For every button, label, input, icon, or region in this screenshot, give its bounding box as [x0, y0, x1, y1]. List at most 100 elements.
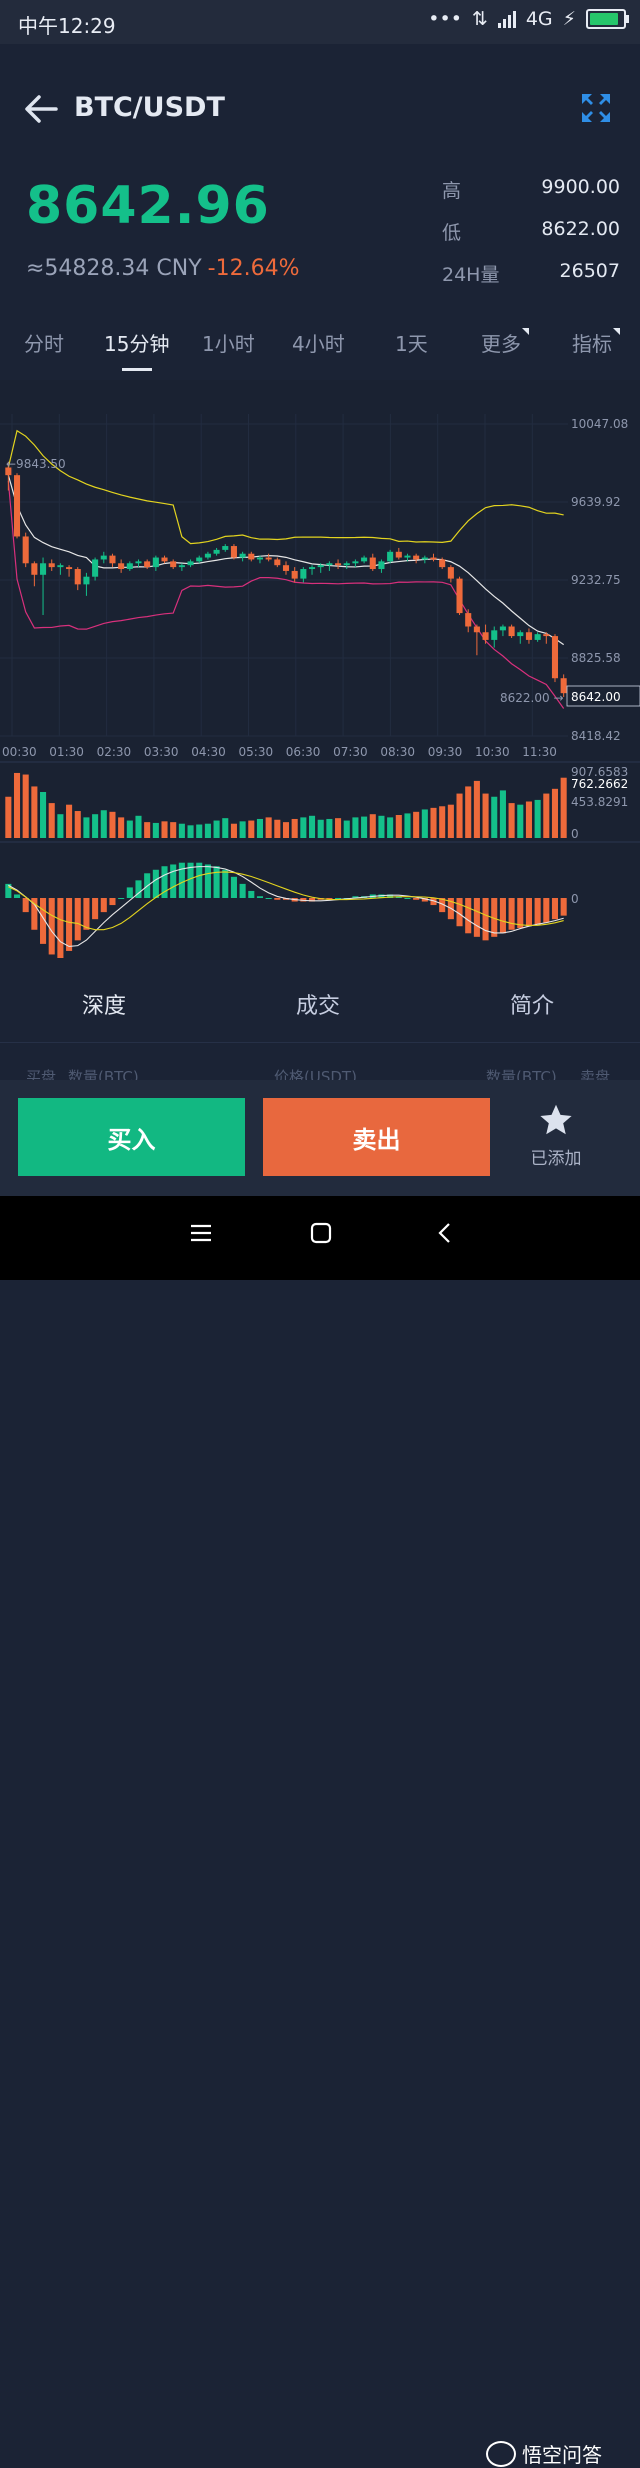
volume-bar	[482, 793, 489, 838]
volume-bar	[256, 818, 264, 838]
candle-body	[387, 551, 394, 562]
macd-bar	[83, 898, 90, 930]
tab-15min[interactable]: 15分钟	[104, 332, 170, 356]
volume-bar	[387, 817, 394, 838]
candle-body	[335, 563, 342, 566]
segment-trades[interactable]: 成交	[296, 994, 341, 1019]
dropdown-corner-icon	[613, 328, 620, 335]
tab-timeshare[interactable]: 分时	[24, 332, 64, 356]
volume-bar	[291, 818, 298, 838]
volume-bar	[352, 817, 359, 838]
macd-bar	[300, 898, 307, 902]
candle-body	[170, 561, 177, 568]
macd-dea-line	[8, 871, 564, 931]
ticker-stats: 高 9900.00 低 8622.00 24H量 26507	[442, 176, 620, 302]
change-percent: -12.64%	[207, 256, 300, 281]
price-axis-label: 9232.75	[571, 573, 621, 587]
volume-bar	[265, 817, 272, 838]
buy-button[interactable]: 买入	[18, 1098, 245, 1176]
candle-body	[308, 567, 316, 570]
segment-depth[interactable]: 深度	[82, 994, 127, 1019]
active-tab-indicator	[122, 368, 152, 371]
time-axis-label: 08:30	[380, 745, 415, 759]
macd-bar	[265, 898, 272, 899]
interval-tabs: 分时 15分钟 1小时 4小时 1天 更多 指标	[0, 314, 640, 376]
stat-label: 高	[442, 180, 462, 202]
volume-bar	[66, 804, 73, 838]
volume-bar	[48, 803, 55, 838]
time-axis-label: 06:30	[286, 745, 321, 759]
macd-bar	[248, 890, 255, 898]
stat-label: 低	[442, 222, 462, 244]
macd-bar	[387, 894, 394, 898]
macd-bar	[551, 898, 559, 920]
volume-bar	[239, 821, 246, 838]
battery-icon	[586, 9, 629, 29]
volume-bar	[31, 786, 38, 838]
volume-bar	[361, 816, 368, 838]
stat-value: 8622.00	[541, 218, 620, 240]
macd-bar	[204, 864, 211, 898]
volume-bar	[178, 823, 185, 838]
volume-bar	[187, 825, 194, 838]
price-cny: ≈54828.34 CNY -12.64%	[26, 256, 299, 281]
volume-bar	[196, 824, 203, 838]
volume-bar	[317, 819, 324, 838]
time-axis-label: 05:30	[239, 745, 274, 759]
back-arrow-icon[interactable]	[24, 94, 58, 124]
price-axis-label: 8825.58	[571, 651, 621, 665]
macd-bar	[256, 896, 264, 898]
macd-bar	[161, 866, 168, 898]
volume-bar	[144, 822, 151, 838]
candle-body	[22, 536, 29, 564]
tab-1hour[interactable]: 1小时	[202, 332, 255, 356]
candle-body	[126, 563, 133, 570]
volume-bar	[499, 790, 506, 838]
fullscreen-icon[interactable]	[580, 92, 612, 124]
star-icon	[540, 1104, 572, 1135]
macd-bar	[170, 864, 177, 898]
macd-bar	[456, 898, 463, 927]
macd-bar	[22, 898, 29, 913]
candle-body	[491, 630, 498, 640]
status-bar: 中午12:29 ••• ⇅ 4G ⚡	[0, 0, 640, 44]
time-axis-label: 03:30	[144, 745, 179, 759]
volume-bar	[118, 817, 125, 838]
menu-icon[interactable]	[190, 1222, 212, 1244]
candle-body	[326, 563, 333, 566]
volume-bar	[447, 804, 454, 838]
tab-more[interactable]: 更多	[481, 328, 529, 357]
candle-body	[534, 634, 541, 640]
nav-back-icon[interactable]	[434, 1222, 456, 1244]
lower-band-line	[7, 480, 565, 709]
candle-body	[5, 467, 12, 476]
kline-chart[interactable]: 10047.08 9639.92 9232.75 8825.58 8418.42 00:3…	[0, 380, 640, 960]
segment-intro[interactable]: 简介	[510, 994, 555, 1019]
macd-bar	[178, 862, 185, 898]
volume-bar	[204, 823, 211, 838]
volume-bar	[5, 796, 12, 838]
sell-button[interactable]: 卖出	[263, 1098, 490, 1176]
macd-bar	[126, 887, 133, 898]
favorite-button[interactable]: 已添加	[520, 1098, 592, 1178]
macd-bar	[74, 898, 81, 941]
candle-body	[239, 553, 246, 558]
volume-bar	[335, 818, 342, 838]
volume-bar	[126, 820, 133, 838]
tab-1day[interactable]: 1天	[395, 332, 428, 356]
candle-body	[300, 569, 307, 579]
time-axis-label: 11:30	[522, 745, 557, 759]
candle-body	[361, 557, 368, 562]
home-icon[interactable]	[310, 1222, 332, 1244]
macd-bar	[404, 898, 411, 899]
volume-bar	[560, 777, 567, 838]
macd-bar	[560, 898, 567, 916]
macd-bar	[378, 894, 385, 898]
volume-axis-label: 453.8291	[571, 795, 628, 809]
macd-bar	[100, 898, 107, 913]
stat-label: 24H量	[442, 264, 500, 286]
tab-4hour[interactable]: 4小时	[292, 332, 345, 356]
candle-body	[100, 555, 107, 560]
tab-indicators[interactable]: 指标	[572, 328, 620, 357]
candle-body	[92, 559, 99, 577]
